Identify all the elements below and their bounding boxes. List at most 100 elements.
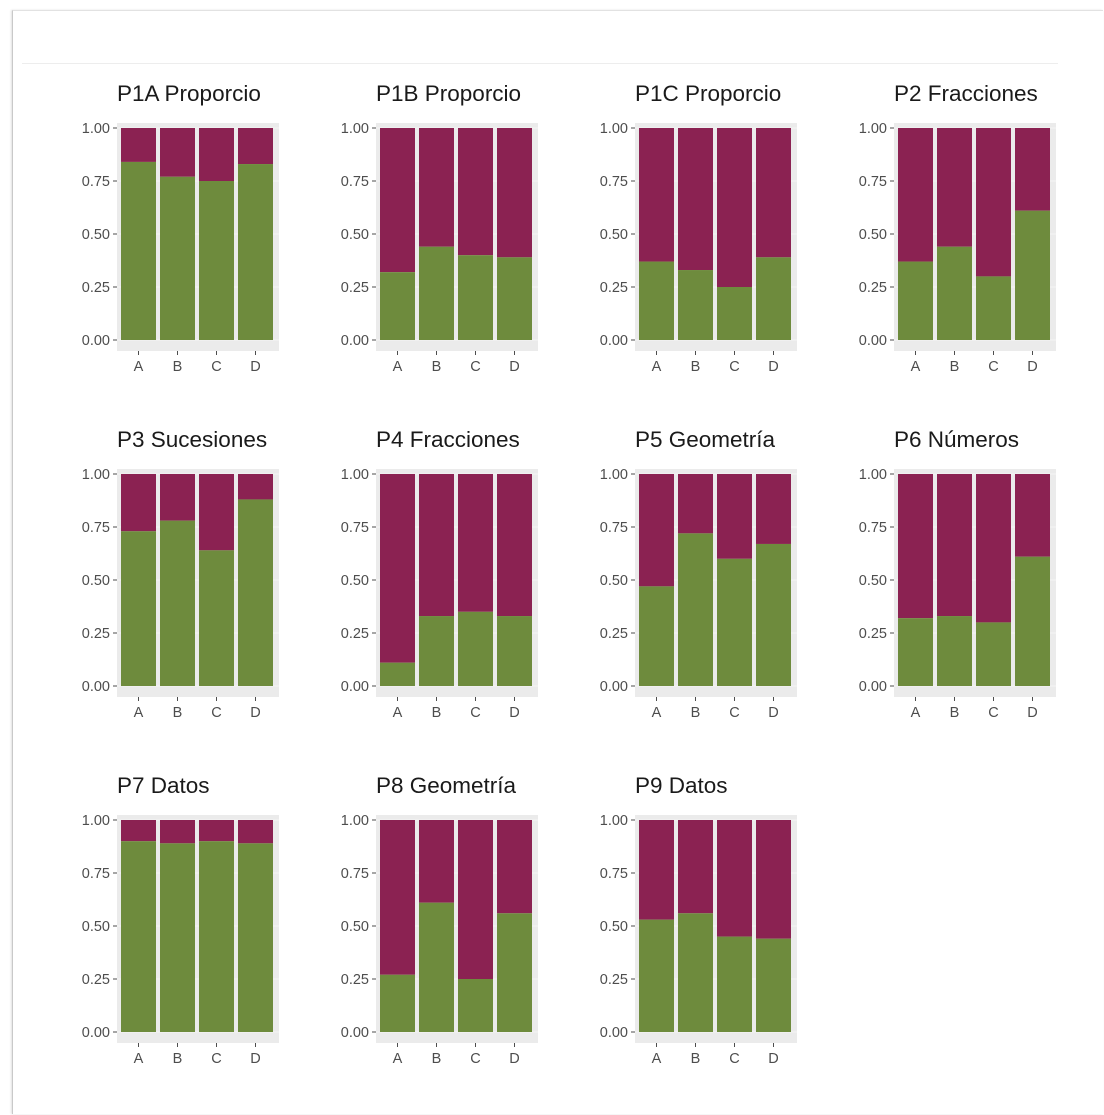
y-tick-label: 1.00	[82, 121, 110, 137]
bar-correct	[121, 531, 156, 686]
y-tick-label: 0.75	[600, 174, 628, 190]
top-divider	[22, 63, 1058, 64]
panel-title: P8 Geometría	[376, 773, 517, 798]
y-tick-label: 0.00	[82, 1025, 110, 1041]
bar-correct	[199, 841, 234, 1032]
y-tick-label: 0.75	[341, 174, 369, 190]
y-tick-label: 0.50	[341, 227, 369, 243]
bar-correct	[238, 499, 273, 686]
bar-incorrect	[199, 474, 234, 551]
y-tick-label: 0.25	[82, 626, 110, 642]
bar-correct	[419, 616, 454, 686]
y-tick-label: 0.25	[859, 280, 887, 296]
facet-panel: P4 Fracciones 0.00 0.25 0.50 0.75 1.00 A B C D	[341, 427, 538, 721]
bar-correct	[380, 662, 415, 686]
x-tick-label: A	[652, 359, 662, 375]
bar-correct	[458, 255, 493, 340]
x-tick-label: A	[652, 705, 662, 721]
y-tick-label: 1.00	[600, 813, 628, 829]
bar-correct	[497, 257, 532, 340]
bar-incorrect	[756, 820, 791, 939]
bar-correct	[756, 257, 791, 340]
x-tick-label: A	[134, 705, 144, 721]
bar-correct	[756, 938, 791, 1032]
x-tick-label: B	[950, 359, 960, 375]
bar-correct	[238, 843, 273, 1032]
facet-panel: P5 Geometría 0.00 0.25 0.50 0.75 1.00 A B C D	[600, 427, 797, 721]
y-tick-label: 0.00	[859, 333, 887, 349]
bar-incorrect	[121, 820, 156, 842]
x-tick-label: B	[950, 705, 960, 721]
bar-incorrect	[756, 474, 791, 544]
y-tick-label: 0.00	[859, 679, 887, 695]
x-tick-label: A	[134, 1051, 144, 1067]
bar-incorrect	[717, 128, 752, 287]
bar-incorrect	[419, 820, 454, 903]
bar-correct	[238, 164, 273, 340]
y-tick-label: 1.00	[600, 467, 628, 483]
facet-panel: P2 Fracciones 0.00 0.25 0.50 0.75 1.00 A B C D	[859, 81, 1056, 375]
y-tick-label: 1.00	[82, 813, 110, 829]
bar-incorrect	[160, 128, 195, 177]
bar-correct	[678, 913, 713, 1032]
bar-incorrect	[238, 474, 273, 500]
bar-incorrect	[756, 128, 791, 258]
bar-incorrect	[380, 474, 415, 663]
bar-correct	[1015, 210, 1050, 340]
y-tick-label: 0.25	[341, 626, 369, 642]
bar-incorrect	[458, 128, 493, 256]
panel-title: P1C Proporcio	[635, 81, 781, 106]
bar-correct	[678, 533, 713, 686]
y-tick-label: 1.00	[859, 467, 887, 483]
y-tick-label: 0.00	[82, 679, 110, 695]
bar-incorrect	[717, 820, 752, 937]
y-tick-label: 0.50	[341, 573, 369, 589]
bar-incorrect	[121, 128, 156, 162]
bar-correct	[976, 276, 1011, 340]
bar-incorrect	[199, 820, 234, 842]
bar-incorrect	[238, 820, 273, 844]
bar-correct	[898, 618, 933, 686]
x-tick-label: D	[768, 705, 778, 721]
y-tick-label: 1.00	[341, 467, 369, 483]
y-tick-label: 0.00	[600, 679, 628, 695]
bar-incorrect	[160, 474, 195, 521]
y-tick-label: 0.50	[341, 919, 369, 935]
bar-correct	[199, 550, 234, 686]
bar-incorrect	[639, 820, 674, 920]
x-tick-label: B	[432, 1051, 442, 1067]
facet-panel: P6 Números 0.00 0.25 0.50 0.75 1.00 A B C D	[859, 427, 1056, 721]
bar-incorrect	[976, 474, 1011, 623]
bar-incorrect	[497, 474, 532, 617]
bar-correct	[380, 974, 415, 1032]
y-tick-label: 0.75	[341, 866, 369, 882]
x-tick-label: D	[1027, 705, 1037, 721]
x-tick-label: A	[393, 705, 403, 721]
bar-incorrect	[678, 820, 713, 914]
facet-panel: P1A Proporcio 0.00 0.25 0.50 0.75 1.00 A B C D	[82, 81, 279, 375]
x-tick-label: B	[432, 359, 442, 375]
bar-incorrect	[898, 128, 933, 262]
bar-correct	[419, 246, 454, 340]
y-tick-label: 0.50	[82, 227, 110, 243]
y-tick-label: 0.25	[600, 972, 628, 988]
y-tick-label: 0.00	[341, 679, 369, 695]
bar-incorrect	[1015, 474, 1050, 557]
bar-incorrect	[121, 474, 156, 532]
facet-panel: P7 Datos 0.00 0.25 0.50 0.75 1.00 A B C D	[82, 773, 279, 1067]
bar-incorrect	[678, 128, 713, 271]
y-tick-label: 0.25	[82, 972, 110, 988]
x-tick-label: D	[509, 1051, 519, 1067]
y-tick-label: 1.00	[82, 467, 110, 483]
x-tick-label: C	[729, 1051, 739, 1067]
y-tick-label: 0.00	[82, 333, 110, 349]
panel-title: P5 Geometría	[635, 427, 776, 452]
x-tick-label: B	[691, 359, 701, 375]
x-tick-label: D	[250, 1051, 260, 1067]
facet-panel: P1B Proporcio 0.00 0.25 0.50 0.75 1.00 A B C D	[341, 81, 538, 375]
x-tick-label: D	[509, 705, 519, 721]
panel-title: P3 Sucesiones	[117, 427, 267, 452]
y-tick-label: 0.25	[341, 280, 369, 296]
x-tick-label: D	[768, 359, 778, 375]
